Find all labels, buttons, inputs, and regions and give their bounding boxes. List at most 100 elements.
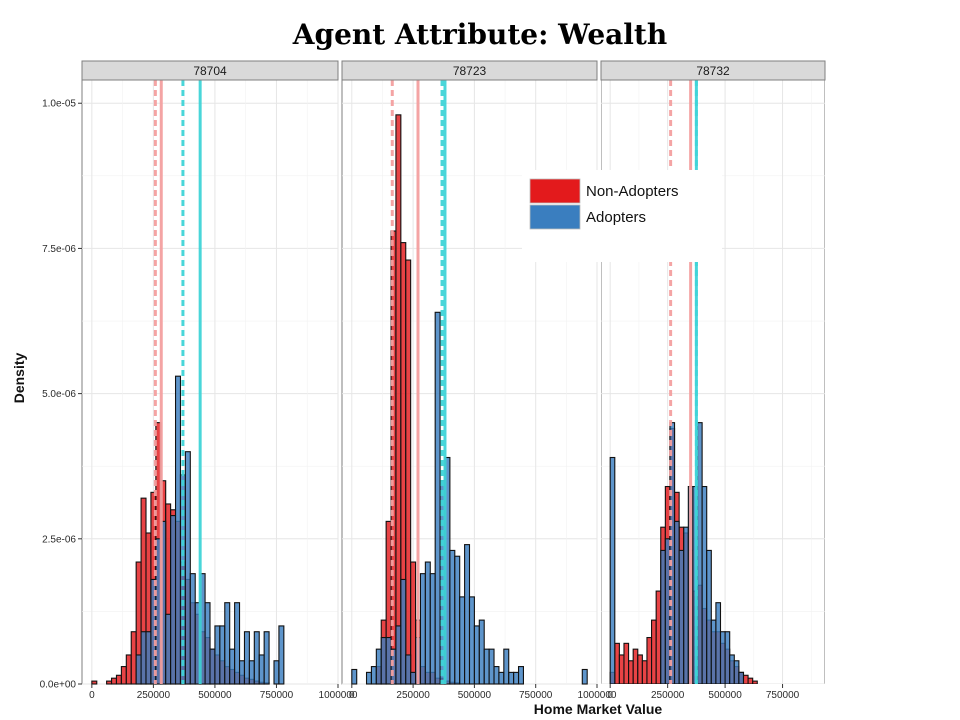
- y-tick-label: 2.5e-06: [42, 534, 76, 545]
- histogram-bar-adopters: [517, 666, 524, 685]
- histogram-bar-adopters: [678, 549, 685, 684]
- legend: Non-Adopters Adopters: [522, 170, 722, 262]
- histogram-bar-adopters: [395, 625, 402, 685]
- histogram-bar-adopters: [719, 631, 726, 684]
- legend-swatch-non-adopters: [529, 178, 581, 204]
- histogram-bar-adopters: [488, 648, 495, 685]
- panel-background: [81, 79, 339, 685]
- histogram-bar-adopters: [468, 596, 475, 685]
- histogram-bar-non-adopters: [637, 654, 643, 684]
- histogram-bar-non-adopters: [91, 680, 98, 685]
- histogram-bar-adopters: [733, 660, 740, 684]
- histogram-bar-adopters: [478, 619, 485, 685]
- x-tick-label: 1000000: [319, 690, 358, 701]
- histogram-bar-adopters: [449, 549, 456, 685]
- histogram-bar-adopters: [263, 631, 270, 685]
- legend-swatch-adopters: [529, 204, 581, 230]
- histogram-bar-non-adopters: [110, 677, 118, 685]
- histogram-bar-adopters: [434, 311, 441, 685]
- histogram-bar-adopters: [710, 619, 717, 684]
- histogram-bar-non-adopters: [106, 680, 113, 685]
- histogram-bar-non-adopters: [130, 631, 137, 685]
- histogram-bar-adopters: [483, 648, 490, 685]
- x-tick-label: 500000: [198, 690, 232, 701]
- histogram-bar-adopters: [715, 602, 722, 684]
- histogram-bar-adopters: [253, 631, 260, 685]
- x-tick-label: 750000: [260, 690, 294, 701]
- histogram-bar-adopters: [278, 625, 285, 685]
- histogram-bar-adopters: [706, 549, 712, 684]
- histogram-bar-adopters: [224, 602, 231, 685]
- histogram-bar-adopters: [170, 515, 177, 685]
- x-tick-label: 0: [349, 690, 355, 701]
- histogram-bar-non-adopters: [410, 561, 417, 685]
- histogram-bar-adopters: [410, 671, 417, 685]
- facet-strip-label: 78732: [696, 64, 730, 78]
- histogram-bar-adopters: [609, 456, 616, 684]
- facet-strip-78704: [81, 60, 339, 81]
- histogram-bar-adopters: [234, 602, 241, 685]
- x-tick-label: 1000000: [578, 690, 617, 701]
- histogram-bar-non-adopters: [632, 648, 639, 684]
- histogram-bar-adopters: [375, 648, 382, 685]
- histogram-bar-adopters: [385, 636, 392, 685]
- histogram-bar-non-adopters: [641, 660, 648, 684]
- histogram-bar-adopters: [419, 573, 426, 685]
- histogram-bar-adopters: [701, 485, 708, 684]
- histogram-bar-non-adopters: [742, 674, 749, 684]
- histogram-bar-adopters: [673, 520, 680, 684]
- histogram-bar-adopters: [273, 660, 280, 685]
- histogram-bar-adopters: [229, 648, 236, 685]
- facet-strip-78723: [341, 60, 598, 81]
- facet-panel-78704: [81, 79, 339, 685]
- x-tick-label: 0: [607, 690, 613, 701]
- histogram-bar-adopters: [365, 671, 372, 685]
- histogram-bar-adopters: [424, 561, 431, 685]
- histogram-bar-adopters: [513, 671, 520, 685]
- histogram-bar-adopters: [189, 573, 196, 685]
- histogram-bar-adopters: [184, 451, 191, 685]
- histogram-bar-non-adopters: [115, 674, 122, 685]
- histogram-bar-adopters: [248, 660, 255, 685]
- histogram-bar-adopters: [493, 666, 500, 685]
- histogram-bar-adopters: [135, 654, 142, 685]
- x-axis-title: Home Market Value: [534, 701, 663, 717]
- x-tick-label: 500000: [708, 690, 742, 701]
- x-tick-label: 0: [89, 690, 95, 701]
- slide-title: Agent Attribute: Wealth: [292, 18, 667, 51]
- histogram-bar-non-adopters: [655, 590, 662, 684]
- y-tick-label: 5.0e-06: [42, 389, 76, 400]
- histogram-bar-adopters: [498, 671, 505, 685]
- histogram-bar-adopters: [459, 596, 466, 685]
- histogram-bar-non-adopters: [125, 654, 132, 685]
- x-tick-label: 250000: [137, 690, 171, 701]
- histogram-bar-adopters: [696, 422, 703, 684]
- histogram-bar-adopters: [214, 625, 221, 685]
- histogram-bar-adopters: [219, 625, 226, 685]
- histogram-bar-adopters: [258, 654, 265, 685]
- histogram-bar-adopters: [209, 648, 216, 685]
- histogram-bar-adopters: [370, 666, 377, 685]
- histogram-bar-non-adopters: [390, 230, 397, 685]
- histogram-bar-adopters: [243, 631, 250, 685]
- histogram-bar-adopters: [380, 636, 387, 685]
- x-tick-label: 250000: [651, 690, 685, 701]
- histogram-bar-adopters: [145, 631, 152, 685]
- histogram-bar-adopters: [238, 660, 246, 685]
- x-tick-label: 750000: [519, 690, 553, 701]
- histogram-bar-adopters: [429, 573, 436, 685]
- histogram-bar-non-adopters: [752, 680, 758, 684]
- histogram-bar-non-adopters: [614, 642, 620, 684]
- histogram-bar-adopters: [140, 631, 147, 685]
- y-tick-label: 1.0e-05: [42, 99, 76, 110]
- histogram-bar-adopters: [724, 631, 731, 684]
- histogram-bar-adopters: [174, 375, 182, 685]
- plot-area: 78704 0 250000 500000 750000 1000000 78723 0 250…: [40, 60, 826, 701]
- legend-label: Non-Adopters: [586, 183, 679, 200]
- histogram-bar-adopters: [165, 613, 172, 685]
- histogram-bar-adopters: [400, 578, 407, 685]
- histogram-bar-non-adopters: [395, 114, 402, 685]
- y-tick-label: 0.0e+00: [40, 680, 77, 691]
- histogram-bar-adopters: [405, 654, 412, 685]
